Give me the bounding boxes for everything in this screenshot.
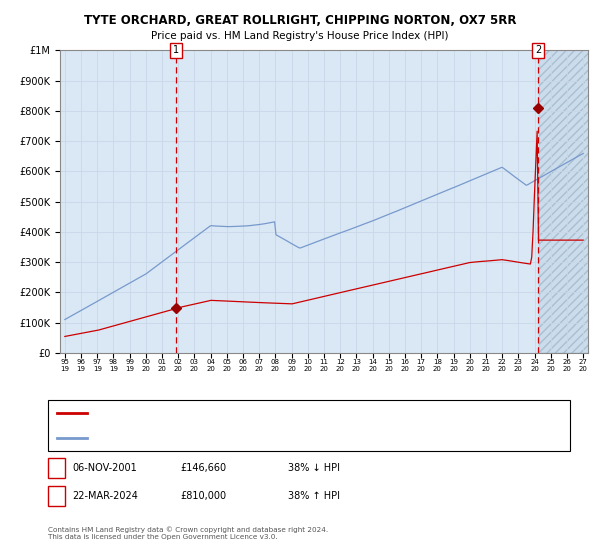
Bar bbox=[539, 50, 591, 353]
Text: TYTE ORCHARD, GREAT ROLLRIGHT, CHIPPING NORTON, OX7 5RR: TYTE ORCHARD, GREAT ROLLRIGHT, CHIPPING … bbox=[84, 14, 516, 27]
Bar bbox=[539, 50, 591, 353]
Text: 2: 2 bbox=[53, 491, 59, 501]
Text: 06-NOV-2001: 06-NOV-2001 bbox=[72, 463, 137, 473]
Text: Price paid vs. HM Land Registry's House Price Index (HPI): Price paid vs. HM Land Registry's House … bbox=[151, 31, 449, 41]
Text: TYTE ORCHARD, GREAT ROLLRIGHT, CHIPPING NORTON, OX7 5RR (detached house): TYTE ORCHARD, GREAT ROLLRIGHT, CHIPPING … bbox=[93, 409, 455, 418]
Text: £810,000: £810,000 bbox=[180, 491, 226, 501]
Text: 1: 1 bbox=[53, 463, 59, 473]
Text: 2: 2 bbox=[535, 45, 541, 55]
Text: 1: 1 bbox=[173, 45, 179, 55]
Text: Contains HM Land Registry data © Crown copyright and database right 2024.
This d: Contains HM Land Registry data © Crown c… bbox=[48, 526, 328, 540]
Text: HPI: Average price, detached house, West Oxfordshire: HPI: Average price, detached house, West… bbox=[93, 433, 327, 442]
Text: 22-MAR-2024: 22-MAR-2024 bbox=[72, 491, 138, 501]
Text: 38% ↓ HPI: 38% ↓ HPI bbox=[288, 463, 340, 473]
Text: £146,660: £146,660 bbox=[180, 463, 226, 473]
Text: 38% ↑ HPI: 38% ↑ HPI bbox=[288, 491, 340, 501]
